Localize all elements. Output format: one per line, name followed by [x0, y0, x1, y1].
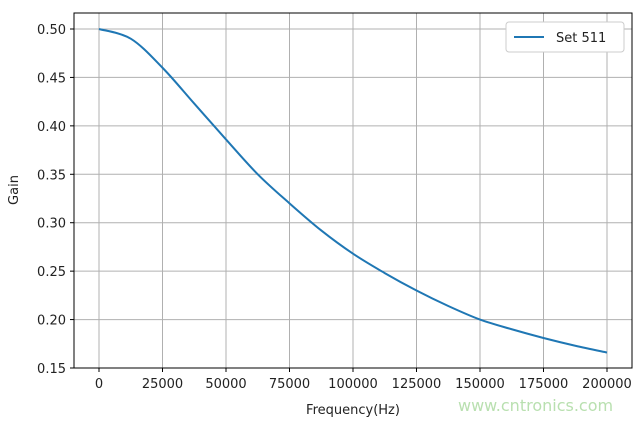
- y-tick-label: 0.35: [37, 168, 66, 183]
- series-line: [98, 28, 608, 354]
- x-axis-label: Frequency(Hz): [306, 403, 400, 418]
- x-tick-label: 0: [95, 377, 103, 392]
- y-axis-label: Gain: [7, 175, 22, 205]
- y-tick-label: 0.40: [37, 120, 66, 135]
- x-tick-label: 200000: [582, 377, 632, 392]
- legend-box: [505, 21, 625, 53]
- watermark: www.cntronics.com: [458, 396, 614, 415]
- y-tick-label: 0.50: [37, 23, 66, 38]
- plot-frame: [73, 12, 633, 369]
- x-tick-label: 125000: [392, 377, 442, 392]
- y-tick-label: 0.15: [37, 362, 66, 377]
- x-tick-label: 175000: [519, 377, 569, 392]
- legend: Set 511: [505, 21, 625, 53]
- y-tick-label: 0.45: [37, 71, 66, 86]
- x-tick-label: 75000: [269, 377, 310, 392]
- y-tick-label: 0.20: [37, 314, 66, 329]
- grid: [74, 13, 632, 369]
- x-tick-label: 25000: [142, 377, 183, 392]
- y-tick-label: 0.25: [37, 265, 66, 280]
- legend-label: Set 511: [556, 31, 606, 46]
- x-tick-label: 100000: [328, 377, 378, 392]
- x-tick-label: 50000: [205, 377, 246, 392]
- series-lines: [98, 28, 608, 354]
- x-tick-label: 150000: [455, 377, 505, 392]
- ticks: 0 25000 50000 75000 100000 125000 150000 175000…: [37, 23, 632, 392]
- y-tick-label: 0.30: [37, 217, 66, 232]
